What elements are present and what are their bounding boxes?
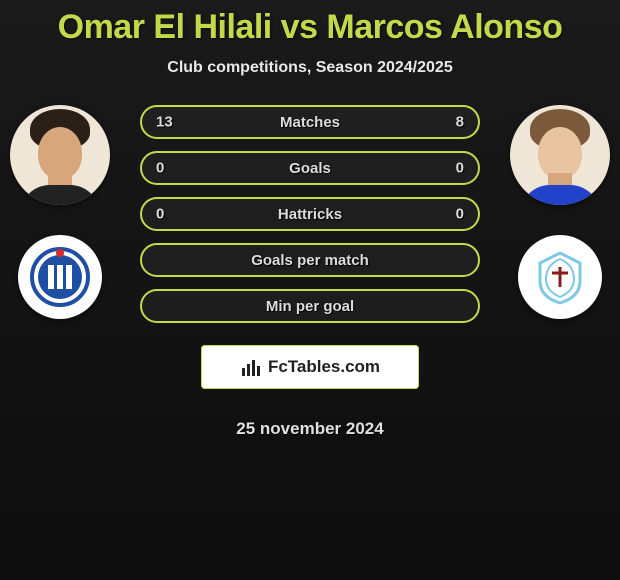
- celta-crest-icon: [530, 247, 590, 307]
- stat-label: Matches: [280, 114, 340, 131]
- stat-value-left: 0: [156, 206, 164, 223]
- club-logo-right: [518, 235, 602, 319]
- stat-row-hattricks: 0 Hattricks 0: [140, 197, 480, 231]
- face-silhouette-icon: [10, 105, 110, 205]
- stat-value-right: 0: [456, 206, 464, 223]
- stat-label: Min per goal: [266, 298, 354, 315]
- stat-row-goals: 0 Goals 0: [140, 151, 480, 185]
- date-text: 25 november 2024: [236, 419, 383, 439]
- espanyol-crest-icon: [30, 247, 90, 307]
- stat-label: Goals per match: [251, 252, 369, 269]
- stat-row-goals-per-match: Goals per match: [140, 243, 480, 277]
- face-silhouette-icon: [510, 105, 610, 205]
- club-logo-left: [18, 235, 102, 319]
- stats-column: 13 Matches 8 0 Goals 0 0 Hattricks 0 Goa…: [112, 105, 508, 439]
- stat-label: Goals: [289, 160, 331, 177]
- stat-label: Hattricks: [278, 206, 342, 223]
- stat-row-min-per-goal: Min per goal: [140, 289, 480, 323]
- page-title: Omar El Hilali vs Marcos Alonso: [0, 8, 620, 47]
- comparison-content: 13 Matches 8 0 Goals 0 0 Hattricks 0 Goa…: [0, 77, 620, 439]
- branding-text: FcTables.com: [268, 357, 380, 377]
- bar-chart-icon: [240, 356, 262, 378]
- stat-value-right: 8: [456, 114, 464, 131]
- stat-value-left: 0: [156, 160, 164, 177]
- player-photo-left: [10, 105, 110, 205]
- stat-value-right: 0: [456, 160, 464, 177]
- stat-row-matches: 13 Matches 8: [140, 105, 480, 139]
- left-column: [8, 105, 112, 319]
- header: Omar El Hilali vs Marcos Alonso Club com…: [0, 0, 620, 77]
- player-photo-right: [510, 105, 610, 205]
- right-column: [508, 105, 612, 319]
- stat-value-left: 13: [156, 114, 173, 131]
- page-subtitle: Club competitions, Season 2024/2025: [0, 59, 620, 77]
- branding-box: FcTables.com: [201, 345, 419, 389]
